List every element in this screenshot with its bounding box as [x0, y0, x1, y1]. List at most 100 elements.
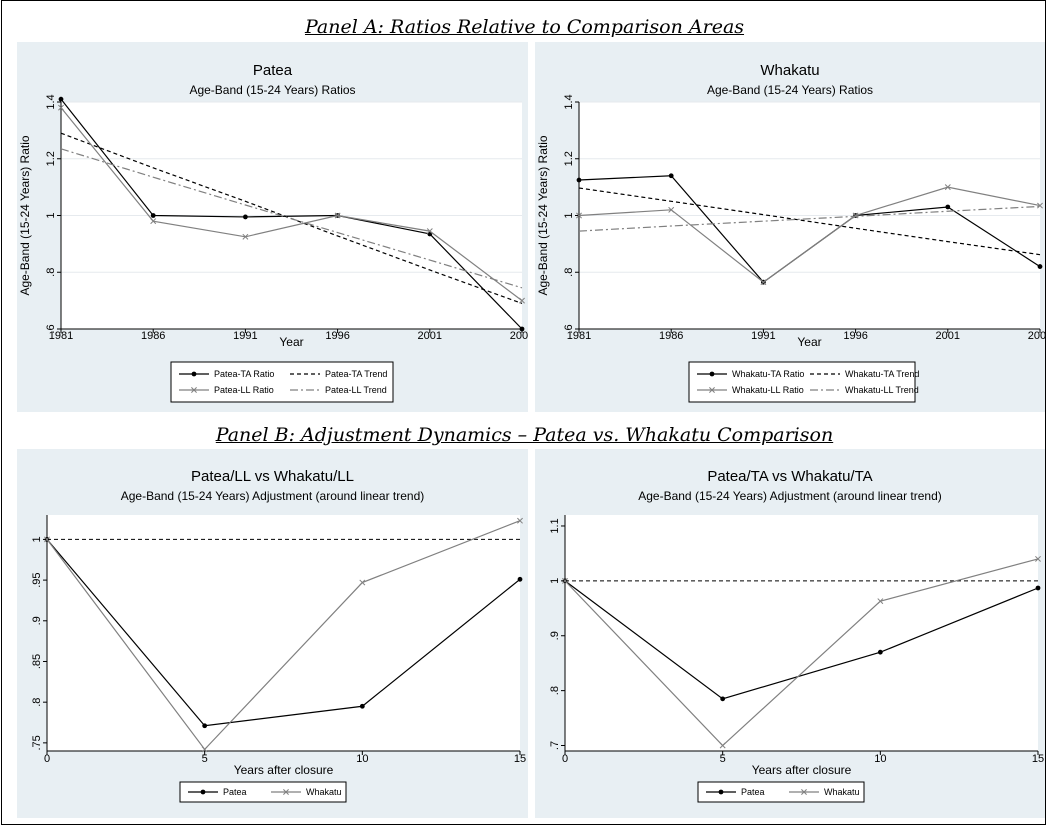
y-tick-label: .95 — [31, 572, 43, 587]
legend-marker-1 — [283, 789, 289, 795]
series-1-point-0-stroke-b — [562, 577, 568, 584]
series-2-point-5-stroke-b — [519, 297, 525, 304]
y-tick-label: 1.4 — [563, 94, 575, 109]
y-tick-label: .6 — [563, 324, 575, 333]
x-tick-label: 1996 — [325, 330, 349, 342]
series-2-point-2 — [242, 233, 249, 240]
legend-label: Patea — [741, 787, 765, 797]
series-2-point-4 — [426, 228, 433, 235]
y-tick-label: .85 — [31, 654, 43, 669]
series-2-point-0 — [58, 104, 64, 111]
x-tick-label: 5 — [720, 753, 726, 765]
x-tick-label: 2006 — [1028, 330, 1045, 342]
y-tick-label: .8 — [45, 268, 57, 277]
legend-box — [179, 781, 347, 803]
series-1-point-2-stroke-b — [877, 598, 884, 605]
series-line-3 — [578, 205, 1041, 232]
series-0-point-1 — [668, 173, 674, 179]
legend-marker-0 — [200, 789, 206, 795]
panel-b-heading: Panel B: Adjustment Dynamics – Patea vs.… — [215, 424, 834, 446]
series-1-point-0 — [562, 577, 568, 584]
legend-marker-1-stroke-b — [801, 789, 807, 795]
x-tick-label: 1981 — [567, 330, 591, 342]
x-tick-label: 1986 — [141, 330, 165, 342]
series-line-2 — [60, 107, 523, 302]
x-tick-label: 1996 — [843, 330, 867, 342]
legend-label: Whakatu-TA Ratio — [732, 369, 804, 379]
series-1-point-3-stroke-b — [517, 517, 523, 524]
series-2-point-3-stroke-b — [334, 212, 341, 219]
series-line-1 — [578, 187, 1041, 256]
y-axis-label: Age-Band (15-24 Years) Ratio — [18, 135, 32, 295]
legend-box — [697, 781, 865, 803]
legend-marker-2 — [709, 387, 715, 393]
y-tick-label: .9 — [549, 631, 561, 640]
whakatu-chart: Whakatu Age-Band (15-24 Years) Ratios .6 .8… — [535, 42, 1045, 412]
x-tick-label: 0 — [562, 753, 568, 765]
series-2-point-3 — [852, 212, 859, 219]
series-2-point-2-stroke-b — [760, 279, 767, 286]
series-line-2 — [578, 186, 1041, 283]
chart-subtitle: Age-Band (15-24 Years) Ratios — [707, 83, 873, 97]
series-2-point-4-stroke-b — [944, 184, 951, 191]
series-2-point-5-stroke-b — [1037, 202, 1043, 209]
x-tick-label: 1981 — [49, 330, 73, 342]
series-2-point-0-stroke-b — [576, 212, 582, 219]
series-0-point-1 — [202, 723, 208, 729]
series-2-point-4 — [944, 184, 951, 191]
y-tick-label: .75 — [31, 735, 43, 750]
series-1-point-1-stroke-b — [201, 746, 208, 753]
legend-label: Whakatu-TA Trend — [845, 369, 919, 379]
x-tick-label: 0 — [44, 753, 50, 765]
legend-marker-2 — [191, 387, 197, 393]
series-1-point-0 — [44, 536, 50, 543]
series-1-point-1 — [719, 742, 726, 749]
legend-marker-2-stroke-b — [709, 387, 715, 393]
legend-marker-2-stroke-b — [191, 387, 197, 393]
legend-box — [688, 361, 916, 403]
series-0-point-5 — [519, 326, 525, 332]
y-tick-label: .8 — [563, 268, 575, 277]
legend-label: Patea-TA Trend — [325, 369, 387, 379]
x-axis-label: Year — [797, 335, 821, 349]
legend-label: Patea-LL Ratio — [214, 385, 274, 395]
x-tick-label: 10 — [356, 753, 368, 765]
y-tick-label: .6 — [45, 324, 57, 333]
series-1-point-3 — [1035, 555, 1041, 562]
series-line-0 — [60, 98, 523, 330]
legend-label: Whakatu-LL Trend — [845, 385, 919, 395]
x-axis-label: Year — [279, 335, 303, 349]
series-1-point-2 — [877, 598, 884, 605]
legend-box — [170, 361, 394, 403]
y-tick-label: 1.4 — [45, 94, 57, 109]
series-2-point-0-stroke-b — [58, 104, 64, 111]
x-tick-label: 15 — [514, 753, 526, 765]
series-1-point-3 — [517, 517, 523, 524]
ta-adjustment-chart: Patea/TA vs Whakatu/TA Age-Band (15-24 Ye… — [535, 449, 1045, 818]
legend-label: Patea-LL Trend — [325, 385, 387, 395]
series-2-point-1-stroke-b — [150, 218, 157, 225]
chart-title: Patea/TA vs Whakatu/TA — [707, 468, 872, 485]
legend-label: Whakatu — [306, 787, 342, 797]
panel-a-heading: Panel A: Ratios Relative to Comparison A… — [304, 16, 745, 38]
series-0-point-2 — [877, 649, 883, 655]
patea-chart: Patea Age-Band (15-24 Years) Ratios .6 .8 1 1… — [17, 42, 528, 412]
series-line-1 — [564, 558, 1039, 747]
y-tick-label: 1 — [549, 578, 561, 584]
series-1-point-1-stroke-b — [719, 742, 726, 749]
patea-svg: Patea Age-Band (15-24 Years) Ratios .6 .8 1 1… — [18, 62, 528, 403]
x-tick-label: 1991 — [751, 330, 775, 342]
legend-label: Patea-TA Ratio — [214, 369, 274, 379]
series-0-point-2 — [359, 703, 365, 709]
chart-title: Whakatu — [760, 62, 819, 79]
series-0-point-1 — [720, 696, 726, 702]
series-1-point-1 — [201, 746, 208, 753]
legend-marker-0 — [709, 371, 715, 377]
x-tick-label: 1991 — [233, 330, 257, 342]
whakatu-svg: Whakatu Age-Band (15-24 Years) Ratios .6 .8… — [536, 62, 1045, 403]
series-2-point-0 — [576, 212, 582, 219]
series-2-point-1 — [150, 218, 157, 225]
series-line-3 — [60, 148, 523, 289]
